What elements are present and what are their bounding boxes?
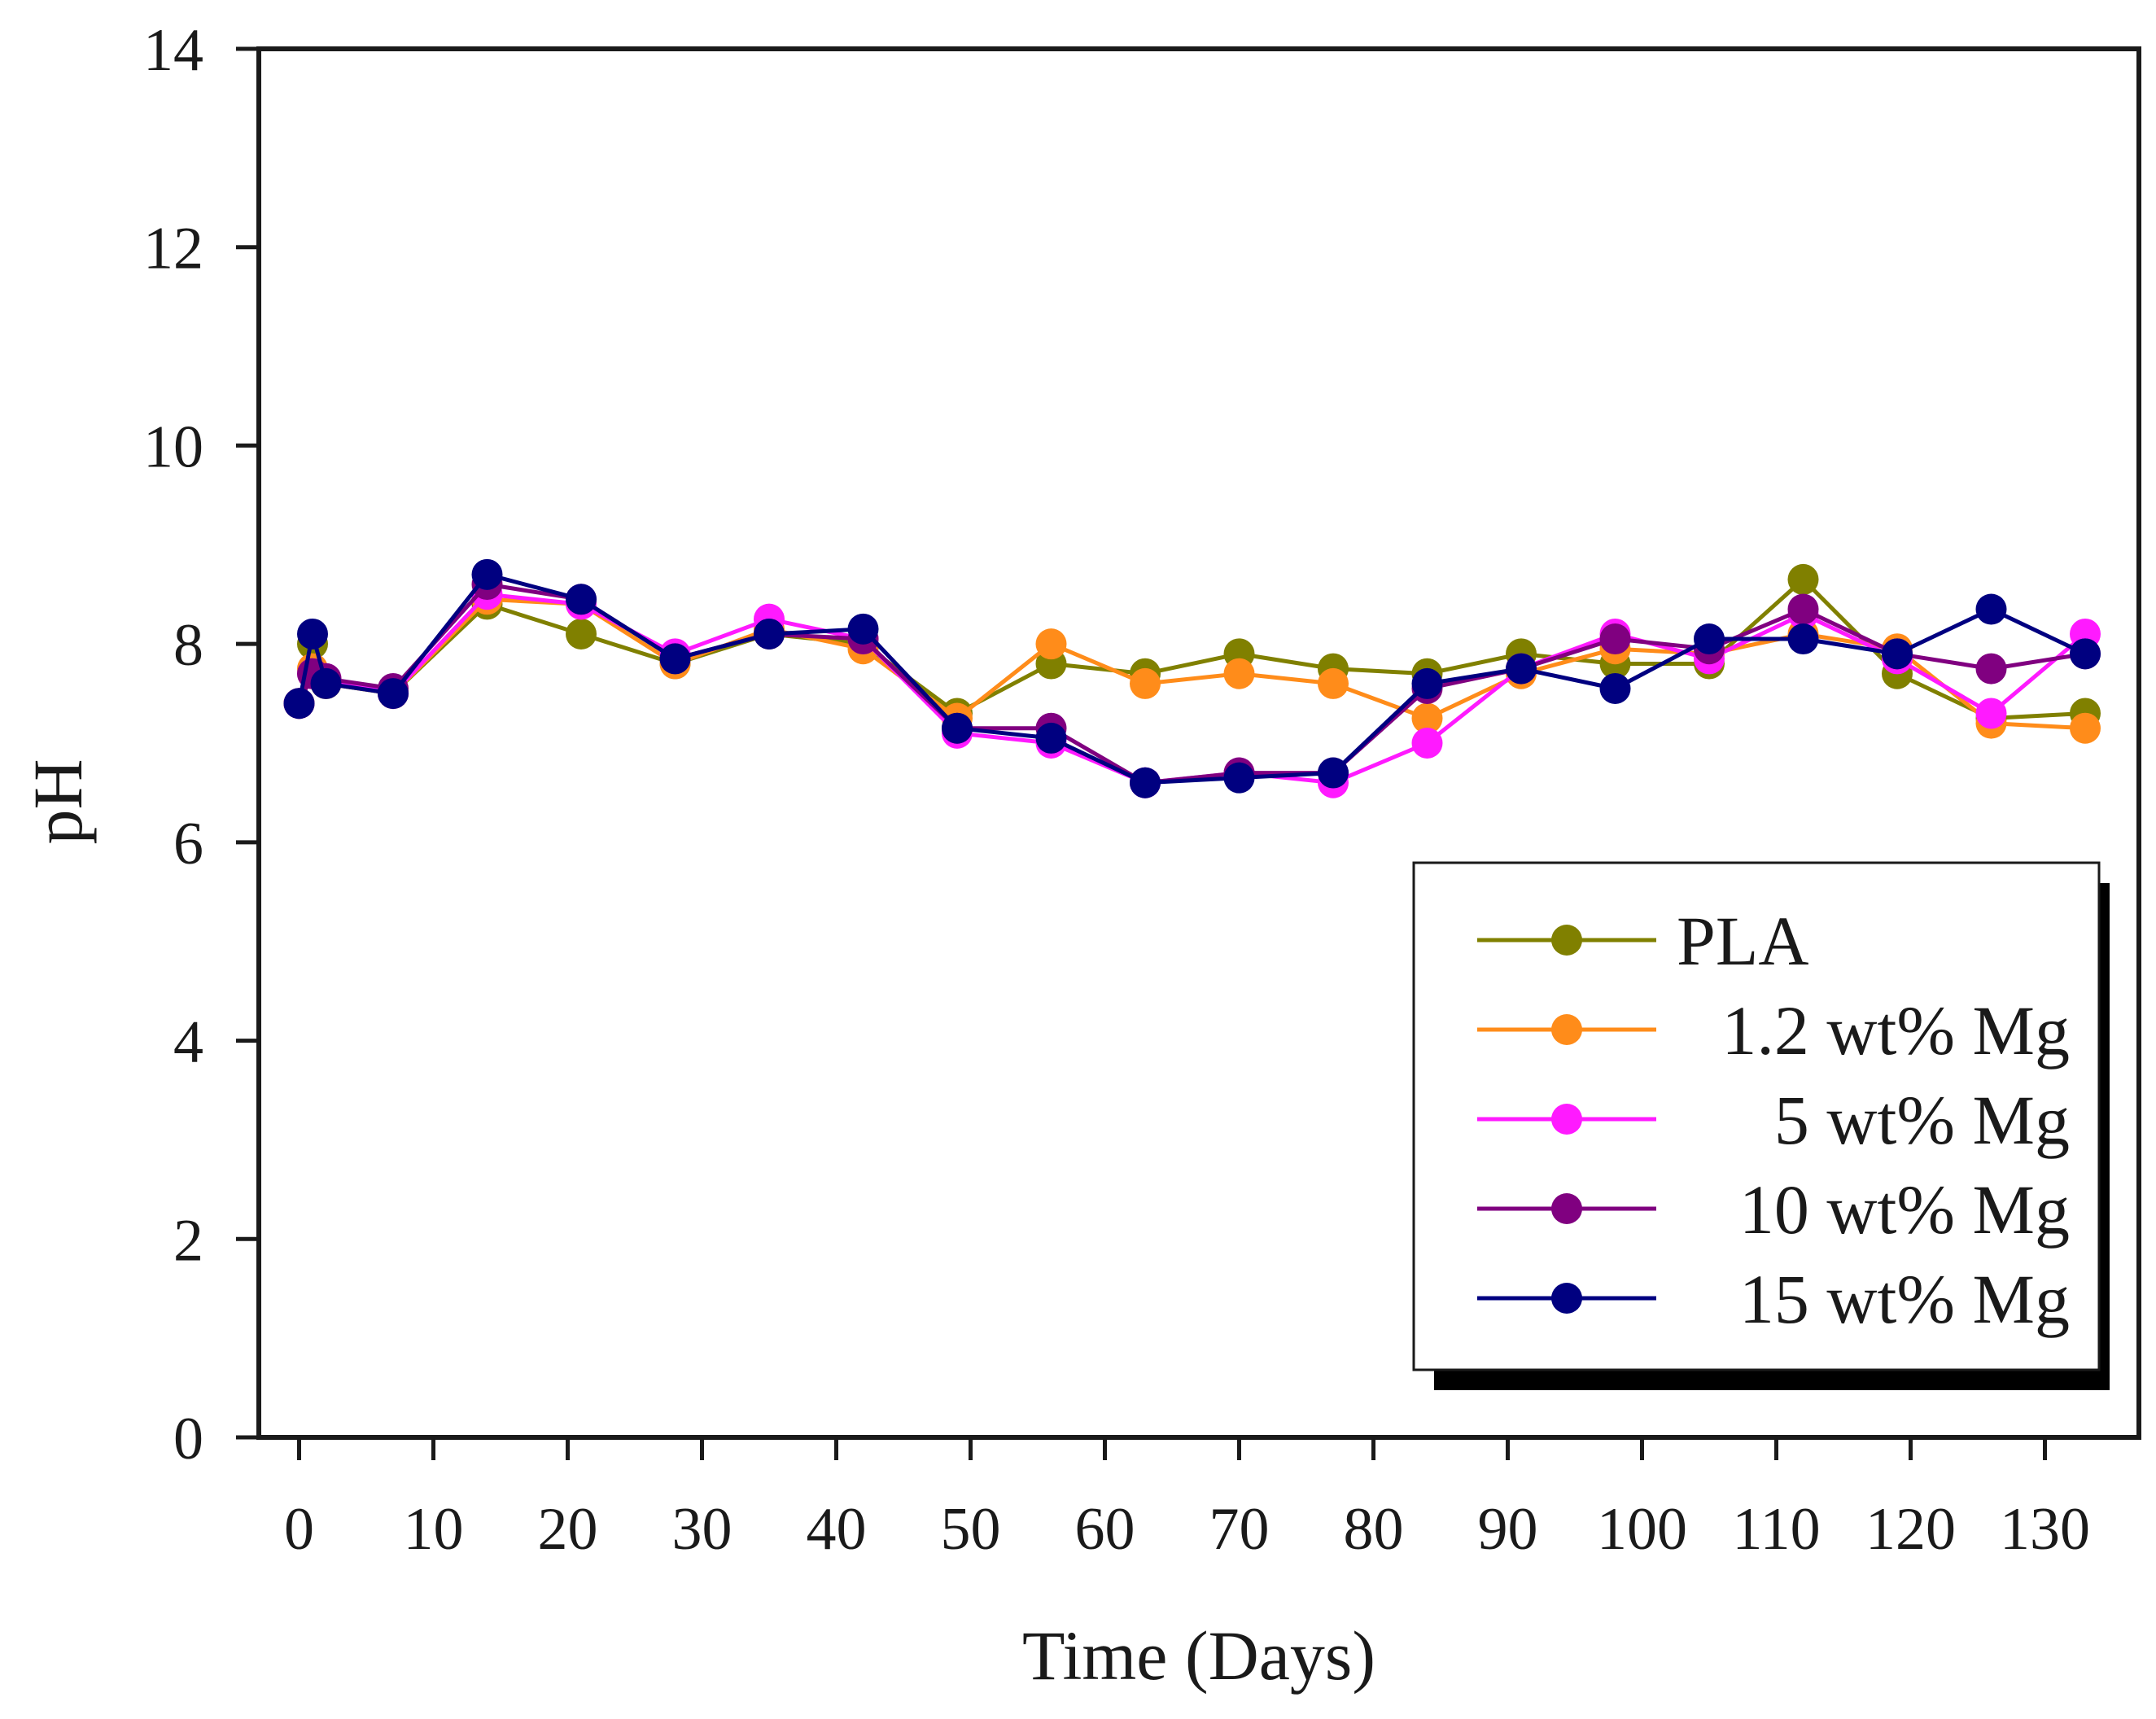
series-2 [283,579,2101,798]
data-point [310,667,342,699]
data-point [471,558,503,590]
y-tick-label: 6 [173,811,203,877]
data-point [1975,653,2007,685]
legend-label: 15 wt% Mg [1739,1260,2070,1338]
legend-marker [1551,925,1582,956]
y-tick-label: 0 [173,1406,203,1472]
series-line [297,592,2087,785]
data-point [1318,757,1349,789]
x-tick-label: 20 [538,1496,598,1563]
legend: PLA 1.2 wt% Mg 5 wt% Mg 10 wt% Mg 15 wt% Mg [1412,861,2110,1390]
legend-label: PLA [1677,902,1808,980]
data-point [2070,638,2101,670]
y-axis-label: pH [19,759,97,844]
data-point [1318,667,1349,699]
data-point [659,643,691,675]
y-axis-ticks: 0 2 4 6 8 10 12 14 [143,17,259,1472]
x-tick-label: 50 [941,1496,1001,1563]
legend-entry: 5 wt% Mg [1477,1081,2070,1159]
legend-entry: 1.2 wt% Mg [1477,991,2070,1069]
x-tick-label: 90 [1478,1496,1538,1563]
data-point [1411,728,1443,759]
y-tick-label: 8 [173,612,203,679]
plot-frame [256,46,2141,1440]
x-tick-label: 80 [1344,1496,1404,1563]
data-point [566,584,597,615]
data-point [1787,563,1819,595]
series-4 [283,558,2101,798]
y-tick-label: 12 [143,216,203,282]
series-0 [283,563,2101,734]
x-axis-ticks: 0 10 20 30 40 50 60 70 80 90 100 110 120 130 [284,1437,2090,1563]
data-point [566,618,597,650]
legend-entry: 15 wt% Mg [1477,1260,2070,1338]
data-point [1223,658,1255,689]
data-point [1694,623,1725,655]
legend-marker [1551,1104,1582,1135]
data-point [283,688,315,720]
y-tick-label: 14 [143,17,203,84]
data-point [1411,702,1443,734]
data-point [1787,623,1819,655]
legend-marker [1551,1283,1582,1314]
data-point [2070,712,2101,744]
data-point [942,712,973,744]
data-point [1506,653,1537,685]
y-tick-label: 10 [143,413,203,480]
data-point [378,678,409,710]
data-point [1223,762,1255,794]
data-point [1035,722,1067,754]
y-tick-label: 2 [173,1207,203,1274]
data-point [1599,623,1631,655]
series-line [297,572,2087,785]
x-tick-label: 60 [1075,1496,1135,1563]
x-tick-label: 40 [807,1496,867,1563]
data-point [1882,638,1913,670]
legend-label: 10 wt% Mg [1739,1170,2070,1249]
legend-box [1412,861,2101,1371]
data-point [1975,593,2007,625]
data-point [1130,767,1161,798]
data-point [1411,667,1443,699]
data-point [1787,593,1819,625]
data-point [754,618,785,650]
data-point [1599,672,1631,704]
legend-marker [1551,1193,1582,1224]
data-point [1975,698,2007,729]
x-tick-label: 70 [1209,1496,1270,1563]
legend-marker [1551,1014,1582,1045]
legend-label: 1.2 wt% Mg [1721,991,2070,1069]
x-tick-label: 10 [404,1496,464,1563]
x-axis-label: Time (Days) [1022,1616,1375,1695]
data-point [1130,667,1161,699]
y-tick-label: 4 [173,1009,203,1076]
x-tick-label: 120 [1865,1496,1956,1563]
data-point [847,613,879,645]
x-tick-label: 0 [284,1496,314,1563]
legend-entry: 10 wt% Mg [1477,1170,2070,1249]
series-layer [283,558,2101,798]
data-point [297,618,328,650]
x-tick-label: 30 [672,1496,733,1563]
data-point [1035,628,1067,660]
x-tick-label: 110 [1732,1496,1820,1563]
legend-entry: PLA [1477,902,1808,980]
legend-label: 5 wt% Mg [1774,1081,2070,1159]
x-tick-label: 100 [1597,1496,1687,1563]
x-tick-label: 130 [2000,1496,2090,1563]
